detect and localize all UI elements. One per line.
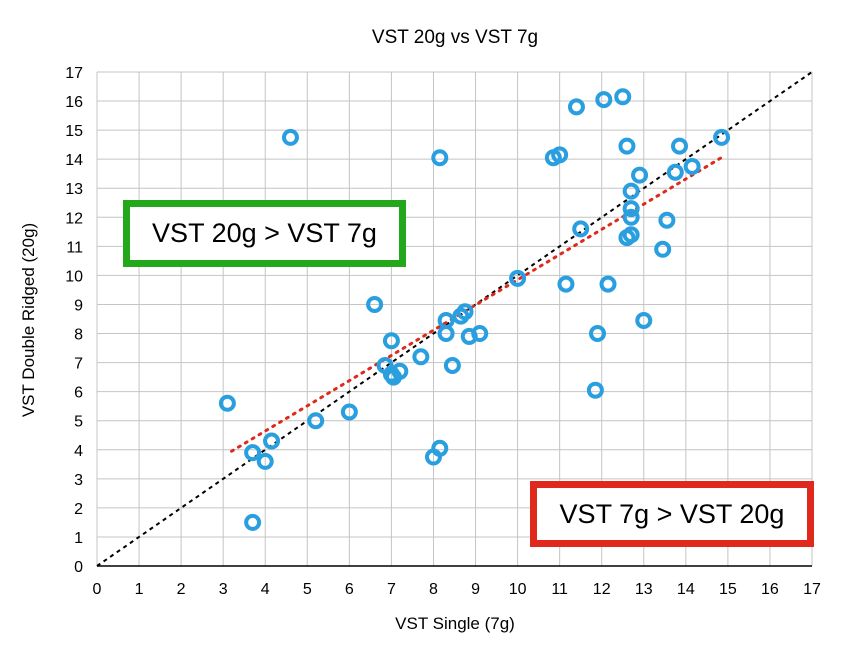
scatter-point [281,128,299,146]
chart-title: VST 20g vs VST 7g [372,27,538,48]
scatter-point [713,128,731,146]
scatter-point [437,311,455,329]
y-tick-label: 8 [74,327,83,344]
scatter-point [595,91,613,109]
scatter-point [658,211,676,229]
x-tick-label: 6 [345,581,354,598]
scatter-point [683,157,701,175]
y-tick-label: 12 [65,210,83,227]
x-tick-label: 10 [509,581,527,598]
y-tick-label: 1 [74,530,83,547]
scatter-point [551,146,569,164]
scatter-point [340,403,358,421]
x-tick-label: 7 [387,581,396,598]
scatter-point [443,356,461,374]
x-tick-label: 11 [551,581,568,598]
x-tick-label: 16 [761,581,779,598]
y-tick-label: 6 [74,385,83,402]
scatter-point [509,269,527,287]
trend-line [230,154,726,453]
y-tick-label: 0 [74,559,83,576]
x-tick-label: 4 [261,581,270,598]
callout-7g-greater-text: VST 7g > VST 20g [559,498,785,529]
scatter-point [618,137,636,155]
x-tick-label: 14 [677,581,695,598]
scatter-point [622,226,640,244]
x-tick-label: 3 [219,581,228,598]
scatter-point [256,452,274,470]
x-tick-label: 15 [719,581,737,598]
x-tick-label: 12 [593,581,611,598]
data-points [218,88,731,531]
x-tick-label: 1 [135,581,144,598]
scatter-point [307,412,325,430]
scatter-point [589,325,606,343]
scatter-point [631,166,649,184]
scatter-point [557,275,575,293]
scatter-point [412,348,430,366]
callout-7g-greater: VST 7g > VST 20g [530,481,814,547]
y-tick-label: 3 [74,472,83,489]
y-tick-label: 14 [65,152,83,169]
scatter-point [456,303,474,321]
x-tick-label: 5 [303,581,312,598]
y-tick-label: 5 [74,414,83,431]
y-tick-label: 15 [65,123,83,140]
scatter-point [586,381,604,399]
scatter-point [218,394,236,412]
x-tick-label: 17 [803,581,821,598]
scatter-point [572,220,590,238]
scatter-point [366,295,384,313]
x-tick-label: 13 [635,581,653,598]
scatter-point [263,432,281,450]
scatter-point [599,275,617,293]
scatter-point [622,182,640,200]
y-tick-label: 9 [74,297,83,314]
x-axis-label: VST Single (7g) [395,614,515,633]
scatter-point [622,200,640,218]
scatter-point [635,311,653,329]
x-tick-label: 9 [471,581,480,598]
scatter-point [614,88,632,106]
scatter-point [671,137,689,155]
y-tick-label: 2 [74,501,83,518]
scatter-point [431,439,449,457]
callout-20g-greater-text: VST 20g > VST 7g [152,218,377,248]
scatter-point [244,444,262,462]
scatter-point [654,240,672,258]
scatter-point [567,98,585,116]
x-tick-label: 0 [93,581,102,598]
scatter-point [666,163,684,181]
callout-20g-greater: VST 20g > VST 7g [123,200,406,267]
scatter-point [431,149,449,167]
y-axis-label: VST Double Ridged (20g) [19,223,38,417]
y-tick-label: 17 [65,65,83,82]
x-tick-label: 8 [429,581,438,598]
scatter-point [382,332,400,350]
x-tick-labels: 0 1 2 3 4 5 6 7 8 9 10 11 12 13 14 15 16 17 [93,581,821,598]
y-tick-label: 11 [66,239,83,256]
y-tick-label: 10 [65,268,83,285]
scatter-point [471,325,489,343]
y-tick-label: 7 [74,356,83,373]
y-tick-label: 16 [65,94,83,111]
scatter-point [391,362,409,380]
y-tick-label: 13 [65,181,83,198]
y-tick-label: 4 [74,443,83,460]
x-tick-label: 2 [177,581,186,598]
scatter-point [622,208,640,226]
scatter-point [244,513,262,531]
